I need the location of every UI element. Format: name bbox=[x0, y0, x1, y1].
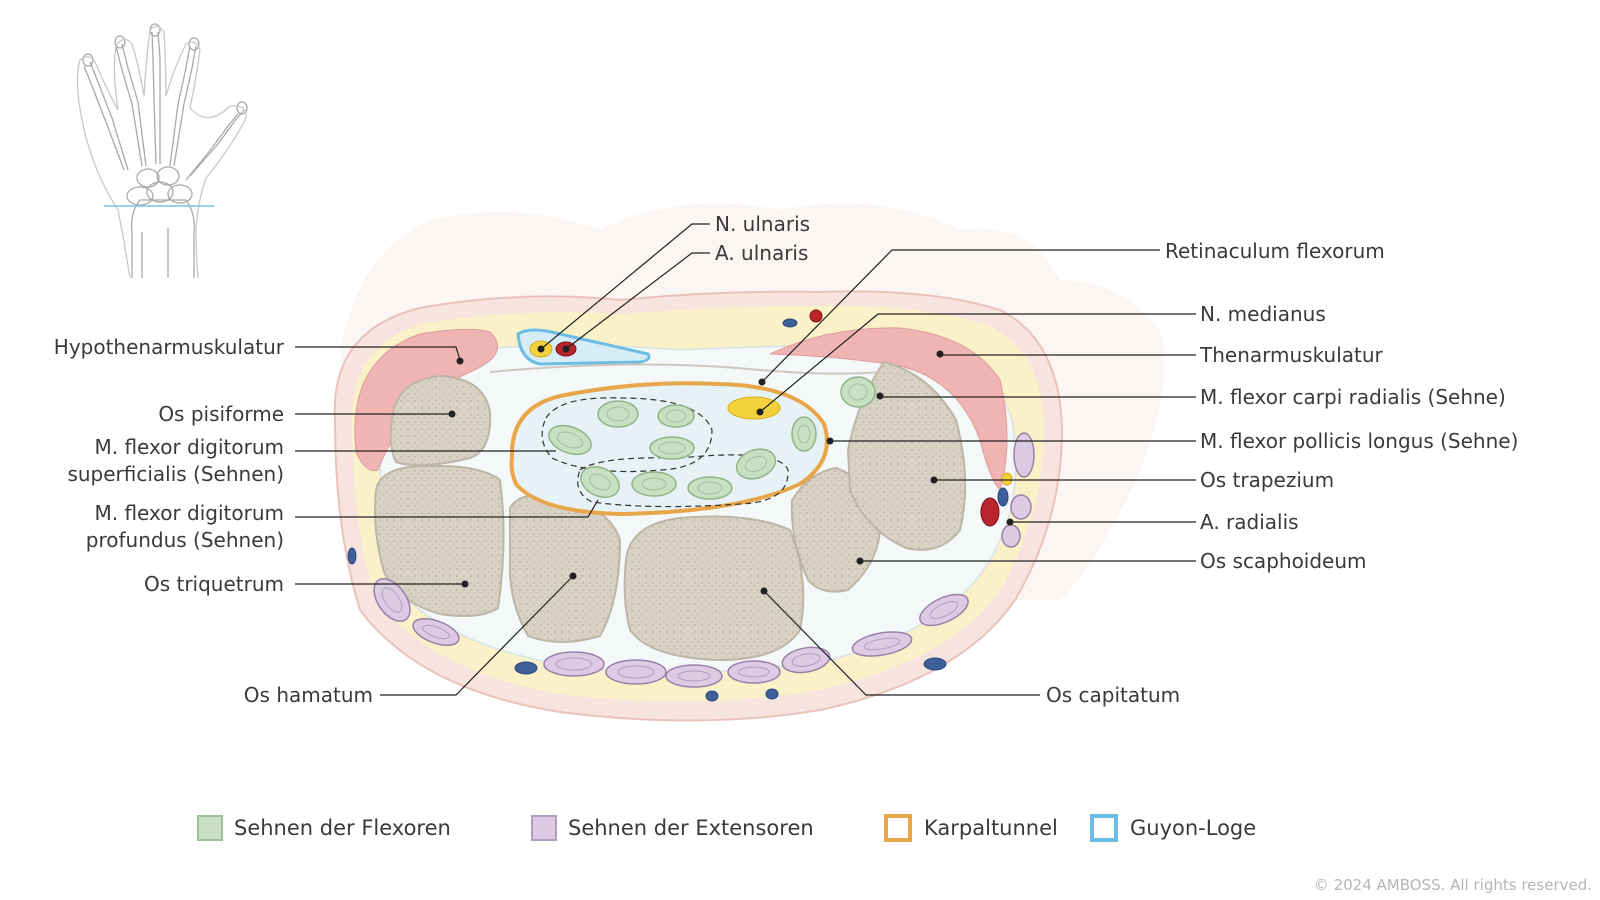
os-trapezium bbox=[846, 360, 967, 551]
legend-item-flexoren: Sehnen der Flexoren bbox=[197, 815, 451, 841]
fds-tendons bbox=[548, 400, 695, 460]
fpl-tendon bbox=[791, 416, 817, 452]
legend: Sehnen der Flexoren Sehnen der Extensore… bbox=[197, 814, 1256, 842]
leader-lines bbox=[295, 223, 1196, 696]
fpl-tendon-inner bbox=[797, 424, 811, 444]
os-hamatum bbox=[508, 493, 622, 643]
label-os-hamatum: Os hamatum bbox=[244, 683, 373, 707]
fdp-tendons bbox=[580, 448, 777, 500]
vessel bbox=[347, 547, 357, 565]
fcr-tendon-inner bbox=[848, 383, 868, 401]
copyright-notice: © 2024 AMBOSS. All rights reserved. bbox=[1314, 876, 1592, 894]
legend-label: Sehnen der Extensoren bbox=[568, 816, 814, 840]
os-triquetrum bbox=[374, 464, 505, 617]
extensor-tendon bbox=[1001, 524, 1021, 548]
label-fdp-line1: M. flexor digitorum bbox=[94, 501, 284, 525]
legend-swatch bbox=[1090, 814, 1118, 842]
label-os-pisiforme: Os pisiforme bbox=[158, 402, 284, 426]
label-fcr: M. flexor carpi radialis (Sehne) bbox=[1200, 385, 1506, 409]
legend-item-extensoren: Sehnen der Extensoren bbox=[531, 815, 814, 841]
vessel bbox=[765, 688, 779, 700]
vessel bbox=[997, 487, 1009, 507]
vessel bbox=[1001, 472, 1013, 486]
fcr-tendon bbox=[840, 376, 876, 408]
legend-swatch bbox=[884, 814, 912, 842]
os-pisiforme bbox=[389, 374, 492, 467]
vessel bbox=[923, 657, 947, 671]
label-n-medianus: N. medianus bbox=[1200, 302, 1326, 326]
legend-label: Guyon-Loge bbox=[1130, 816, 1256, 840]
retinaculum-flexorum bbox=[489, 363, 881, 375]
label-os-triquetrum: Os triquetrum bbox=[144, 572, 284, 596]
legend-label: Sehnen der Flexoren bbox=[234, 816, 451, 840]
radial-artery bbox=[980, 497, 1000, 527]
dorsal-extensor-tendons bbox=[373, 578, 969, 688]
legend-swatch bbox=[197, 815, 223, 841]
label-os-trapezium: Os trapezium bbox=[1200, 468, 1334, 492]
label-fdp-line2: profundus (Sehnen) bbox=[86, 528, 284, 552]
hand-skeleton-icon bbox=[76, 23, 248, 279]
vessel bbox=[809, 309, 823, 323]
label-os-scaphoideum: Os scaphoideum bbox=[1200, 549, 1367, 573]
label-retinaculum-flexorum: Retinaculum flexorum bbox=[1165, 239, 1385, 263]
label-fds-line1: M. flexor digitorum bbox=[94, 435, 284, 459]
label-thenarmuskulatur: Thenarmuskulatur bbox=[1199, 343, 1384, 367]
legend-swatch bbox=[531, 815, 557, 841]
label-a-radialis: A. radialis bbox=[1200, 510, 1299, 534]
vessel bbox=[705, 690, 719, 702]
extensor-tendon bbox=[1010, 494, 1032, 520]
label-os-capitatum: Os capitatum bbox=[1046, 683, 1180, 707]
label-fpl: M. flexor pollicis longus (Sehne) bbox=[1200, 429, 1518, 453]
legend-label: Karpaltunnel bbox=[924, 816, 1058, 840]
label-a-ulnaris: A. ulnaris bbox=[715, 241, 808, 265]
guyon-canal bbox=[516, 328, 651, 366]
median-nerve bbox=[727, 396, 781, 420]
label-hypothenarmuskulatur: Hypothenarmuskulatur bbox=[54, 335, 285, 359]
wrist-section bbox=[333, 203, 1165, 722]
vessel bbox=[782, 318, 798, 328]
os-capitatum bbox=[623, 515, 805, 662]
extensor-tendon bbox=[1013, 432, 1035, 478]
label-fds-line2: superficialis (Sehnen) bbox=[67, 462, 284, 486]
legend-item-guyon-loge: Guyon-Loge bbox=[1090, 814, 1256, 842]
fds-group-outline bbox=[541, 397, 713, 473]
label-n-ulnaris: N. ulnaris bbox=[715, 212, 810, 236]
vessel bbox=[514, 661, 538, 675]
legend-item-karpaltunnel: Karpaltunnel bbox=[884, 814, 1058, 842]
